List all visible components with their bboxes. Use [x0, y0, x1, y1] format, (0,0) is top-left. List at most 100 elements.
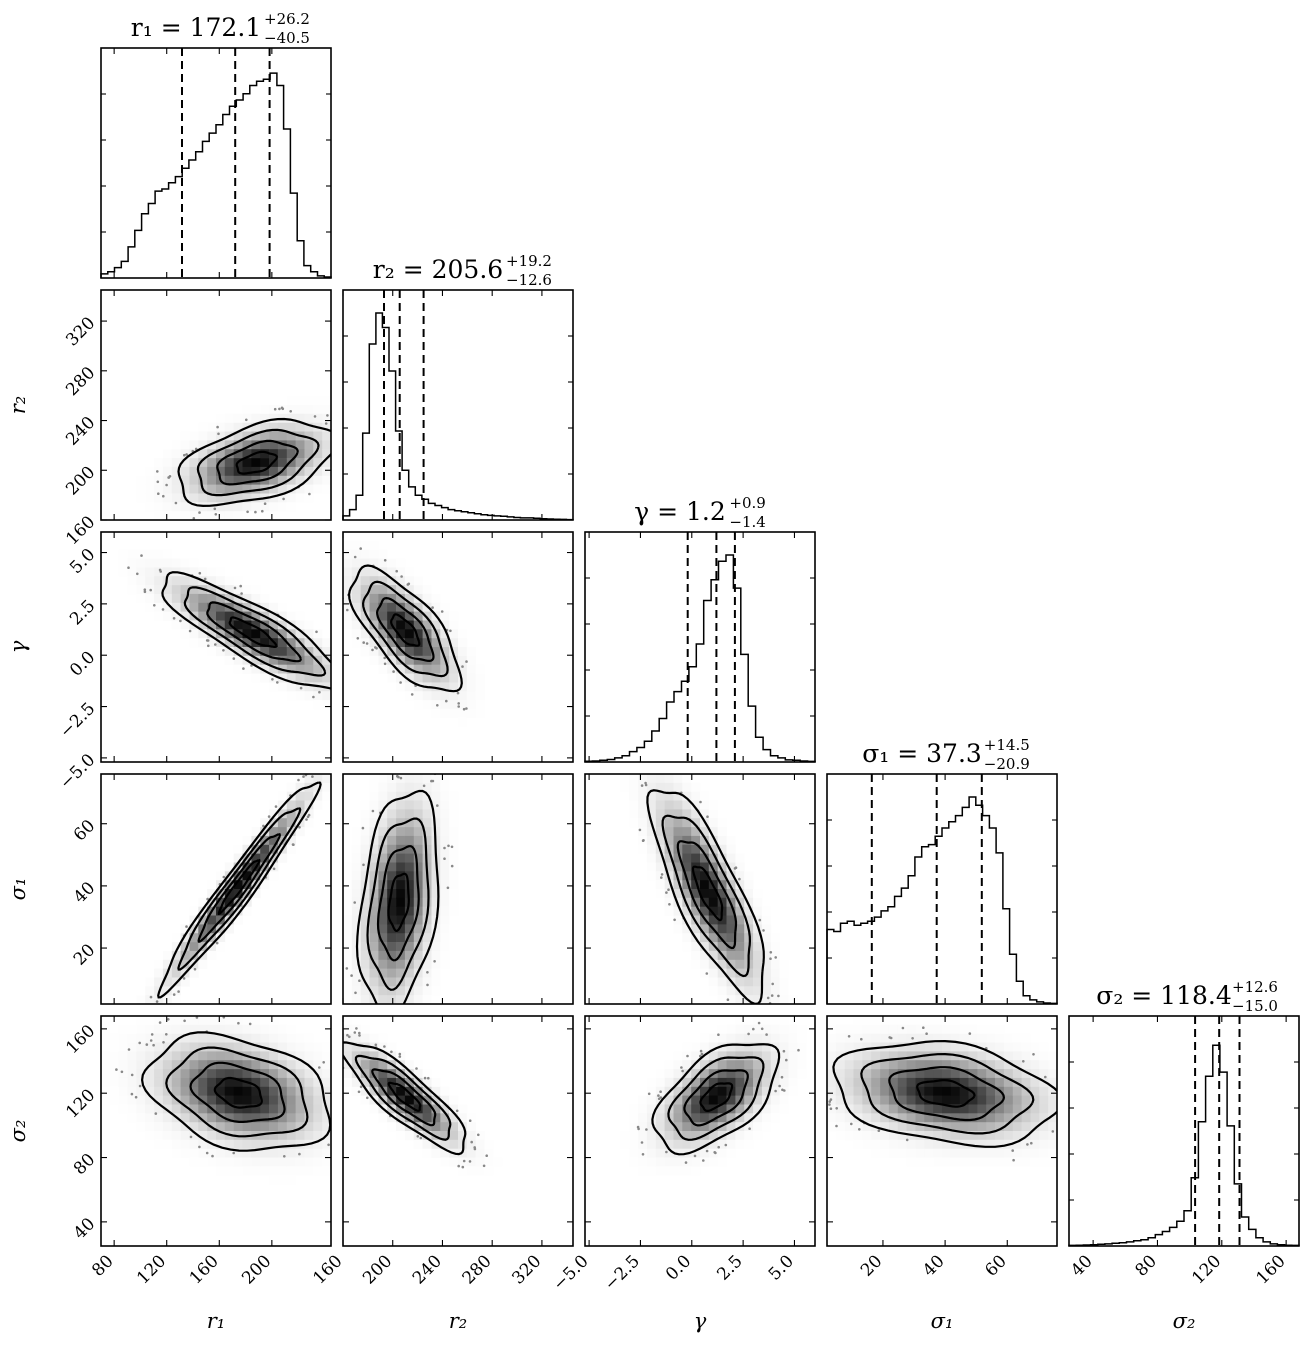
density-cell [171, 593, 181, 604]
panel-title-r2: r₂ = 205.6 [373, 255, 503, 284]
density-cell [788, 1051, 798, 1061]
density-cell [378, 1113, 388, 1123]
density-cell [404, 844, 415, 854]
scatter-point [686, 1054, 689, 1058]
density-cell [260, 502, 270, 512]
density-cell [396, 906, 406, 916]
density-cell [277, 853, 288, 863]
density-cell [682, 1131, 692, 1141]
density-cell [404, 835, 415, 846]
scatter-point [353, 555, 357, 559]
density-cell [136, 1086, 146, 1096]
density-cell [216, 602, 226, 612]
density-cell [440, 791, 450, 801]
density-cell [396, 986, 406, 996]
density-cell [286, 782, 296, 792]
density-cell [216, 593, 226, 604]
density-cell [145, 475, 155, 485]
scatter-point [847, 1035, 851, 1038]
density-cell [343, 558, 353, 568]
scatter-point [130, 1092, 134, 1096]
density-cell [207, 593, 217, 604]
density-cell [1048, 1157, 1057, 1167]
density-cell [295, 1166, 305, 1176]
density-cell [313, 1148, 323, 1158]
density-cell [286, 1033, 296, 1043]
density-cell [180, 1051, 190, 1061]
density-cell [779, 968, 789, 978]
scatter-point [359, 547, 363, 550]
density-cell [251, 1139, 261, 1149]
density-cell [198, 511, 208, 520]
density-cell [216, 889, 226, 899]
density-cell [233, 897, 243, 907]
scatter-point [299, 686, 303, 690]
density-cell [862, 1042, 872, 1052]
scatter-point [647, 1092, 651, 1096]
density-cell [664, 782, 674, 792]
density-cell [700, 1122, 710, 1132]
scatter-point [136, 572, 139, 576]
scatter-point [140, 554, 143, 557]
contour-line [157, 781, 322, 999]
contour-line [387, 872, 410, 933]
density-cell [422, 1131, 432, 1141]
density-cell [906, 1122, 916, 1132]
density-cell [691, 906, 701, 916]
density-cell [387, 995, 397, 1004]
density-cell [322, 1122, 331, 1132]
density-cell [422, 1113, 432, 1123]
density-cell [378, 558, 388, 568]
scatter-point [427, 1076, 430, 1080]
density-cell [735, 1086, 745, 1096]
density-cell [269, 1086, 279, 1096]
x-tick-label: 160 [1253, 1251, 1290, 1288]
density-cell [286, 1139, 296, 1149]
density-cell [343, 959, 353, 969]
density-cell [369, 942, 379, 952]
scatter-point [185, 925, 188, 928]
density-cell [360, 871, 370, 881]
density-cell [646, 1139, 657, 1149]
density-cell [162, 995, 173, 1004]
density-cell [233, 1157, 243, 1167]
panel-frame-r1-sigma2 [100, 1015, 332, 1247]
density-cell [691, 1131, 701, 1141]
density-cell [369, 818, 379, 828]
scatter-point [366, 689, 369, 692]
density-cell [413, 602, 423, 612]
scatter-point [445, 699, 448, 703]
density-cell [233, 493, 243, 503]
density-cell [735, 1139, 745, 1149]
panel-frame-r1-gamma [100, 531, 332, 763]
density-cell [638, 1095, 648, 1105]
density-cell [700, 968, 710, 978]
density-cell [1030, 1077, 1040, 1088]
density-cell [162, 1033, 173, 1043]
density-cell [180, 933, 190, 943]
density-cell [933, 1131, 943, 1141]
density-cell [251, 629, 261, 639]
density-cell [413, 862, 423, 872]
scatter-point [326, 1023, 329, 1026]
density-cell [360, 585, 370, 595]
density-cell [286, 493, 296, 503]
density-cell [404, 647, 415, 657]
density-cell [726, 968, 736, 978]
density-cell [145, 1086, 155, 1096]
density-cell [664, 862, 674, 872]
density-cell [646, 1077, 657, 1088]
density-cell [968, 1122, 978, 1132]
density-cell [136, 558, 146, 568]
density-cell [322, 1086, 331, 1096]
density-cell [145, 977, 155, 987]
x-axis-label-r2: r₂ [449, 1309, 467, 1333]
density-cell [396, 1086, 406, 1096]
scatter-point [356, 637, 360, 640]
density-cell [691, 1095, 701, 1105]
density-cell [431, 809, 441, 819]
density-cell [995, 1042, 1005, 1052]
density-cell [180, 484, 190, 494]
density-cell [404, 871, 415, 881]
scatter-point [362, 641, 366, 644]
